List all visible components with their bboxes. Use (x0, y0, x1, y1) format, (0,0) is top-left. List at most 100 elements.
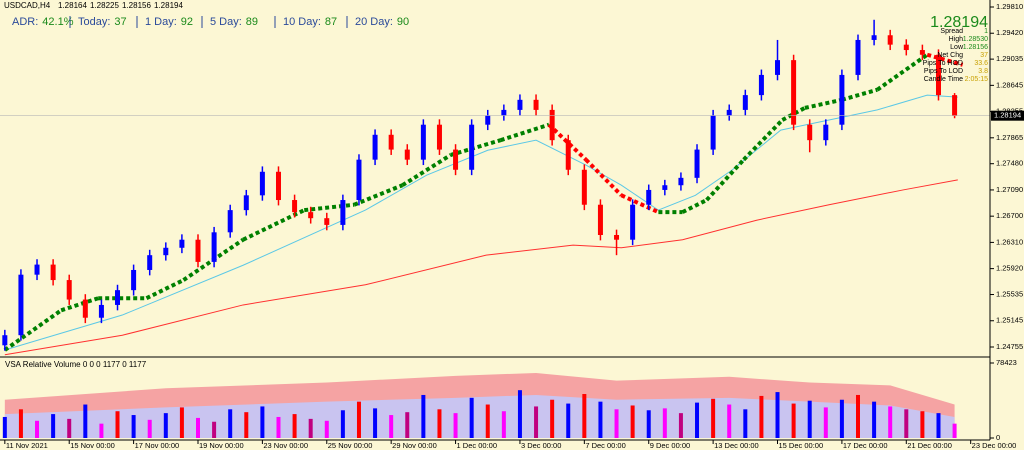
candle-body (147, 255, 153, 270)
x-tick-label: 15 Nov 00:00 (70, 441, 115, 450)
volume-tick-label: 0 (996, 433, 1000, 442)
volume-bar (582, 394, 587, 438)
volume-bar (662, 408, 667, 438)
info-label: Low (950, 44, 964, 51)
x-tick-label: 17 Dec 00:00 (843, 441, 888, 450)
volume-bar (775, 392, 780, 438)
stat-value: 90 (397, 16, 409, 28)
y-tick-label: 1.25535 (996, 290, 1023, 299)
info-value: 2:05:15 (965, 76, 988, 83)
volume-bar (534, 406, 539, 438)
candle-body (163, 247, 169, 256)
dotted-average (584, 158, 623, 197)
header-price: 1.28194 (154, 1, 183, 10)
stat-value: 87 (325, 16, 337, 28)
volume-bar (485, 404, 490, 438)
volume-bar (453, 413, 458, 438)
volume-bar (936, 413, 941, 438)
volume-bar (517, 390, 522, 438)
candle-body (710, 115, 716, 150)
stat-label: 1 Day: (145, 16, 177, 28)
dotted-average (705, 158, 746, 202)
stat-value: 92 (181, 16, 193, 28)
volume-bar (163, 413, 168, 438)
volume-bar (244, 412, 249, 438)
volume-bar (373, 408, 378, 438)
volume-bar (630, 405, 635, 438)
y-tick-label: 1.28645 (996, 80, 1023, 89)
y-tick-label: 1.25920 (996, 264, 1023, 273)
candle-body (662, 185, 668, 190)
dotted-average (353, 183, 404, 207)
y-tick-label: 1.26310 (996, 237, 1023, 246)
candle-body (324, 218, 330, 225)
candle-body (211, 232, 217, 262)
y-tick-label: 1.27480 (996, 159, 1023, 168)
candle-body (855, 39, 861, 75)
volume-bar (469, 397, 474, 438)
candle-body (694, 149, 700, 178)
volume-bar (872, 401, 877, 438)
candle-body (275, 171, 281, 201)
volume-bar (99, 423, 104, 438)
volume-bar (131, 415, 136, 438)
volume-bar (35, 420, 40, 438)
candle-body (565, 140, 571, 170)
candle-body (871, 35, 877, 40)
candle-body (903, 44, 909, 51)
volume-bar (501, 411, 506, 438)
volume-title: VSA Relative Volume 0 0 0 1177 0 1177 (5, 360, 147, 369)
volume-bar (743, 409, 748, 438)
dotted-average (3, 308, 63, 352)
y-tick-label: 1.27090 (996, 185, 1023, 194)
candle-body (98, 304, 104, 318)
volume-bar (179, 407, 184, 438)
x-tick-label: 23 Nov 00:00 (263, 441, 308, 450)
volume-bar (807, 400, 812, 438)
candle-body (34, 264, 40, 275)
dotted-average (804, 97, 843, 110)
volume-bar (759, 395, 764, 438)
candle-body (726, 109, 732, 116)
info-value: 37 (980, 52, 988, 59)
volume-bar (356, 401, 361, 438)
header-price: 1.28156 (122, 1, 151, 10)
stat-label: 5 Day: (210, 16, 242, 28)
candle-body (115, 290, 121, 305)
header-price: 1.28225 (90, 1, 119, 10)
candle-body (372, 134, 378, 160)
y-tick-label: 1.26700 (996, 211, 1023, 220)
volume-bar (695, 402, 700, 438)
y-tick-label: 1.29035 (996, 54, 1023, 63)
last-price-label: 1.28194 (994, 111, 1021, 120)
volume-bar (18, 409, 23, 438)
candle-body (259, 171, 265, 196)
x-tick-label: 19 Nov 00:00 (199, 441, 244, 450)
candle-body (131, 269, 137, 291)
volume-bar (292, 414, 297, 438)
volume-bar (727, 404, 732, 438)
candle-body (340, 200, 346, 225)
info-label: Pips To HOD (923, 60, 963, 67)
info-label: Pips To LOD (924, 68, 963, 75)
candle-body (646, 189, 652, 205)
x-tick-label: 7 Dec 00:00 (585, 441, 625, 450)
candle-body (919, 50, 925, 55)
candle-body (66, 280, 72, 300)
volume-area (4, 394, 955, 438)
candle-body (292, 200, 298, 213)
dotted-average (681, 198, 708, 214)
x-tick-label: 21 Dec 00:00 (907, 441, 952, 450)
volume-bar (904, 409, 909, 438)
stat-label: Today: (78, 16, 110, 28)
candle-body (356, 159, 362, 201)
symbol: USDCAD,H4 (4, 1, 51, 10)
info-value: 1 (984, 28, 988, 35)
candle-body (678, 177, 684, 186)
candle-body (485, 115, 491, 125)
volume-bar (711, 398, 716, 438)
volume-bar (83, 404, 88, 438)
dotted-average (500, 122, 550, 143)
stat-value: 89 (246, 16, 258, 28)
